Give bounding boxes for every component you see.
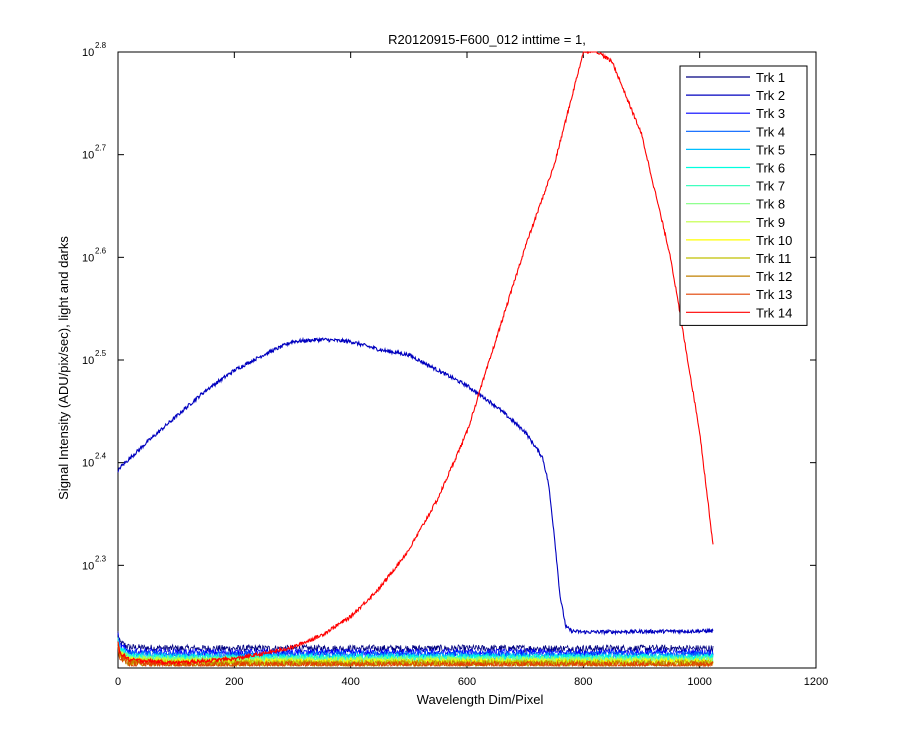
legend-label: Trk 3 — [756, 106, 785, 121]
legend-item: Trk 14 — [686, 305, 792, 320]
x-tick-label: 200 — [225, 676, 243, 688]
legend-item: Trk 4 — [686, 124, 785, 139]
legend-item: Trk 2 — [686, 88, 785, 103]
legend-item: Trk 13 — [686, 287, 792, 302]
series-line-1 — [117, 630, 714, 654]
y-tick-label-exponent: 2.7 — [95, 144, 107, 153]
y-tick-label-base: 10 — [82, 458, 94, 470]
legend-label: Trk 11 — [756, 251, 791, 266]
legend-label: Trk 10 — [756, 233, 792, 248]
y-tick-label-exponent: 2.8 — [95, 41, 107, 50]
legend-label: Trk 8 — [756, 197, 785, 212]
x-axis-label: Wavelength Dim/Pixel — [417, 692, 544, 707]
series-line-14 — [117, 50, 714, 667]
x-tick-label: 400 — [341, 676, 359, 688]
legend-item: Trk 12 — [686, 269, 792, 284]
series-line-2 — [117, 336, 714, 636]
plot-area: 0 200 400 600 800 1000 1200102.3102.4102.5102.… — [82, 41, 828, 688]
legend-label: Trk 6 — [756, 161, 785, 176]
x-tick-label: 1200 — [804, 676, 828, 688]
legend-label: Trk 9 — [756, 215, 785, 230]
legend-item: Trk 1 — [686, 70, 785, 85]
legend-label: Trk 12 — [756, 269, 792, 284]
y-tick-label-exponent: 2.3 — [95, 554, 107, 563]
legend-item: Trk 6 — [686, 161, 785, 176]
legend-item: Trk 10 — [686, 233, 792, 248]
legend-label: Trk 2 — [756, 88, 785, 103]
legend-item: Trk 3 — [686, 106, 785, 121]
legend-item: Trk 11 — [686, 251, 791, 266]
legend-label: Trk 7 — [756, 179, 785, 194]
legend-label: Trk 5 — [756, 142, 785, 157]
legend-label: Trk 4 — [756, 124, 785, 139]
y-tick-label-exponent: 2.5 — [95, 349, 107, 358]
legend-label: Trk 1 — [756, 70, 785, 85]
y-tick-label-base: 10 — [82, 560, 94, 572]
y-tick-label-base: 10 — [82, 47, 94, 59]
legend: Trk 1 Trk 2 Trk 3 Trk 4 Trk 5 Trk 6 Trk 7 Trk 8… — [679, 65, 808, 326]
y-axis-label: Signal Intensity (ADU/pix/sec), light an… — [56, 236, 71, 500]
y-tick-label-exponent: 2.6 — [95, 246, 107, 255]
x-tick-label: 600 — [458, 676, 476, 688]
legend-box — [679, 65, 808, 326]
legend-item: Trk 7 — [686, 179, 785, 194]
legend-label: Trk 14 — [756, 305, 792, 320]
y-tick-label-exponent: 2.4 — [95, 452, 107, 461]
x-tick-label: 1000 — [687, 676, 711, 688]
y-tick-label-base: 10 — [82, 150, 94, 162]
y-tick-label-base: 10 — [82, 355, 94, 367]
x-tick-label: 0 — [115, 676, 121, 688]
x-tick-label: 800 — [574, 676, 592, 688]
legend-item: Trk 5 — [686, 142, 785, 157]
legend-item: Trk 9 — [686, 215, 785, 230]
y-tick-label-base: 10 — [82, 252, 94, 264]
legend-item: Trk 8 — [686, 197, 785, 212]
legend-label: Trk 13 — [756, 287, 792, 302]
series-line-13 — [117, 646, 714, 668]
chart-title: R20120915-F600_012 inttime = 1, — [388, 32, 586, 47]
